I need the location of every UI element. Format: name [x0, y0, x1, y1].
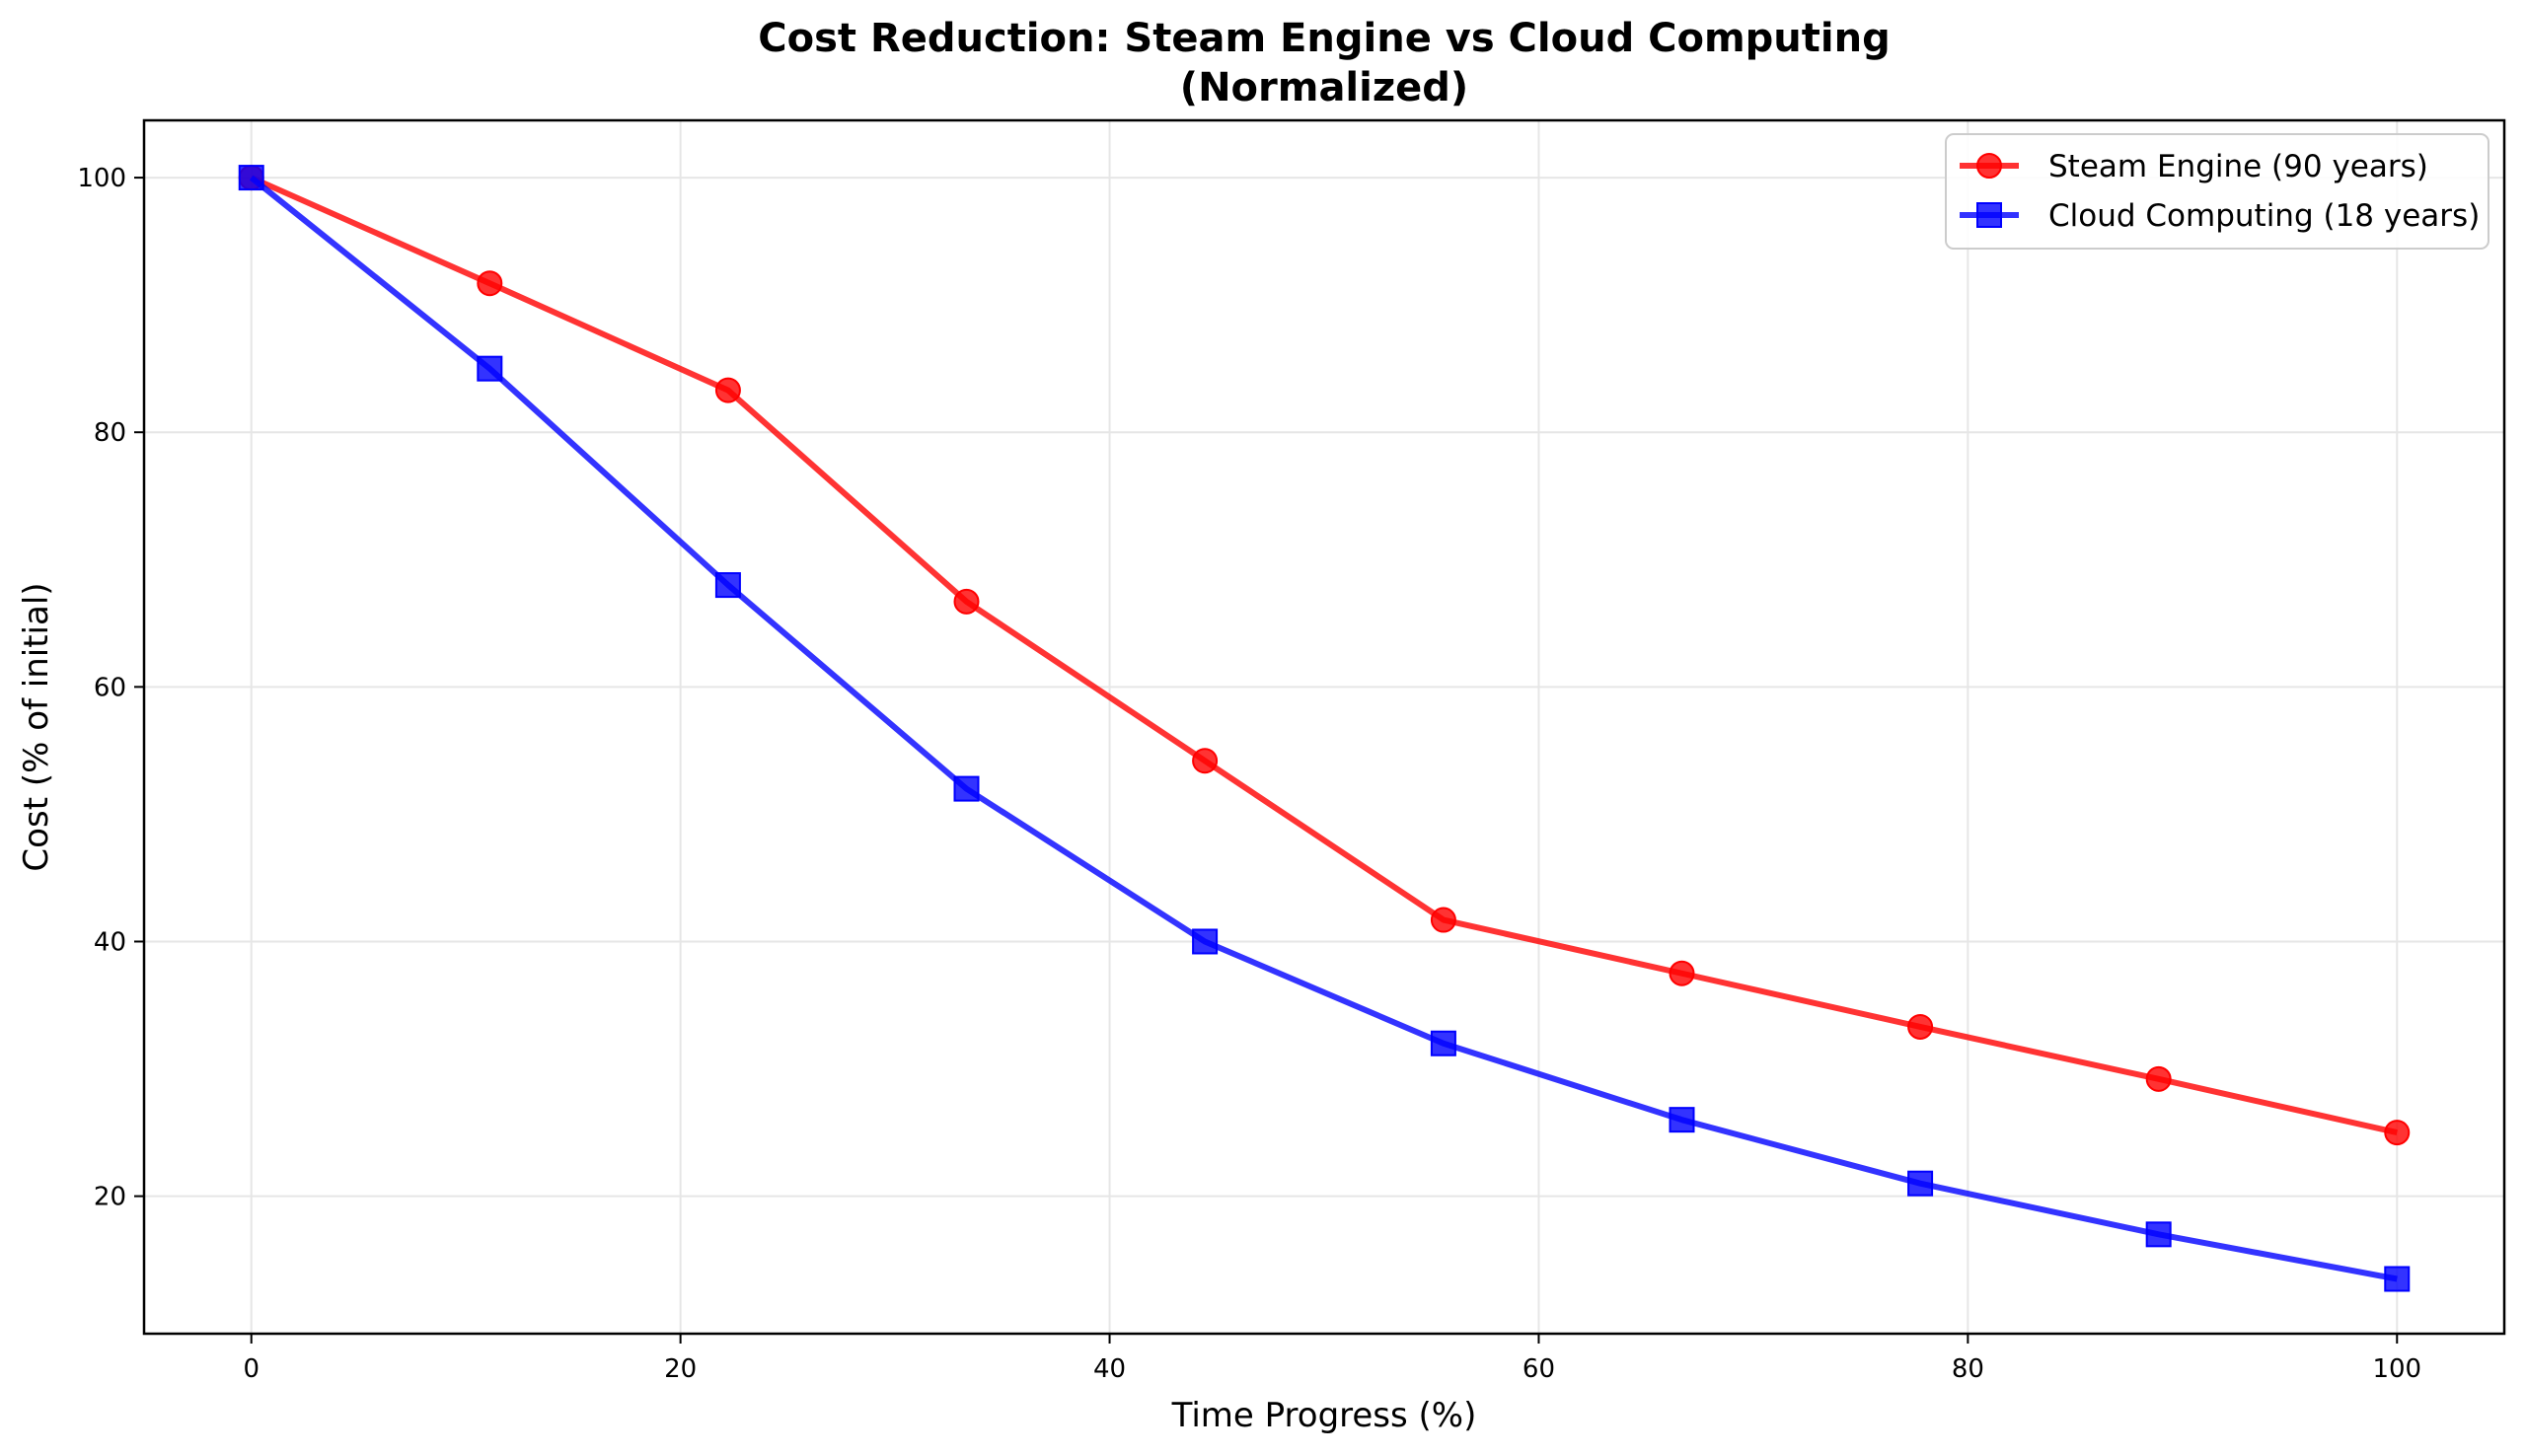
steam-engine-series: [238, 165, 2411, 1146]
steam-engine-point: [2145, 1065, 2172, 1092]
cloud-computing-point: [953, 775, 980, 802]
cloud-computing-point: [1192, 928, 1219, 955]
y-tick-label: 100: [77, 164, 126, 193]
legend-label: Cloud Computing (18 years): [2048, 198, 2480, 234]
x-tick-label: 80: [1952, 1354, 1984, 1384]
y-tick-label: 60: [94, 673, 126, 702]
legend-label: Steam Engine (90 years): [2048, 149, 2428, 184]
cloud-computing-point: [1669, 1107, 1695, 1133]
x-tick-label: 20: [664, 1354, 697, 1384]
cloud-computing-point: [477, 355, 503, 382]
y-tick-label: 20: [94, 1183, 126, 1212]
steam-engine-point: [1192, 748, 1219, 774]
steam-engine-point: [1430, 907, 1456, 933]
y-axis-label: Cost (% of initial): [17, 582, 56, 871]
cloud-computing-point: [2145, 1221, 2172, 1248]
steam-engine-point: [953, 588, 980, 615]
steam-engine-line: [250, 175, 2398, 1136]
x-tick-label: 100: [2372, 1354, 2421, 1384]
chart-subtitle: (Normalized): [1180, 65, 1468, 110]
cloud-computing-point: [714, 572, 741, 599]
chart-title: Cost Reduction: Steam Engine vs Cloud Co…: [758, 16, 1890, 61]
legend: Steam Engine (90 years) Cloud Computing (…: [1945, 133, 2489, 250]
x-tick-label: 60: [1523, 1354, 1555, 1384]
y-tick-label: 80: [94, 418, 126, 448]
legend-entry-steam-engine: Steam Engine (90 years): [1960, 149, 2428, 184]
cloud-computing-point: [238, 165, 264, 191]
series-layer: [238, 165, 2411, 1292]
steam-engine-point: [714, 377, 741, 403]
steam-engine-point: [1669, 960, 1695, 986]
cloud-computing-series: [238, 165, 2411, 1292]
legend-marker: [1976, 153, 2002, 179]
legend-entry-cloud-computing: Cloud Computing (18 years): [1960, 198, 2480, 234]
legend-marker: [1976, 202, 2002, 228]
steam-engine-point: [477, 270, 503, 297]
tick-layer: 0 20 40 60 80 100 20 40 60 80 100: [77, 164, 2421, 1384]
steam-engine-point: [2384, 1120, 2411, 1146]
grid-layer: [144, 120, 2504, 1334]
legend-box: [1945, 133, 2489, 250]
cloud-computing-point: [2384, 1266, 2411, 1292]
steam-engine-point: [1907, 1013, 1934, 1040]
cloud-computing-point: [1907, 1170, 1934, 1197]
plot-frame: [142, 118, 2506, 1336]
cloud-computing-line: [249, 175, 2398, 1282]
x-tick-label: 0: [243, 1354, 260, 1384]
x-axis-label: Time Progress (%): [1171, 1396, 1477, 1435]
x-tick-label: 40: [1093, 1354, 1126, 1384]
y-tick-label: 40: [94, 927, 126, 957]
cloud-computing-point: [1430, 1030, 1456, 1056]
